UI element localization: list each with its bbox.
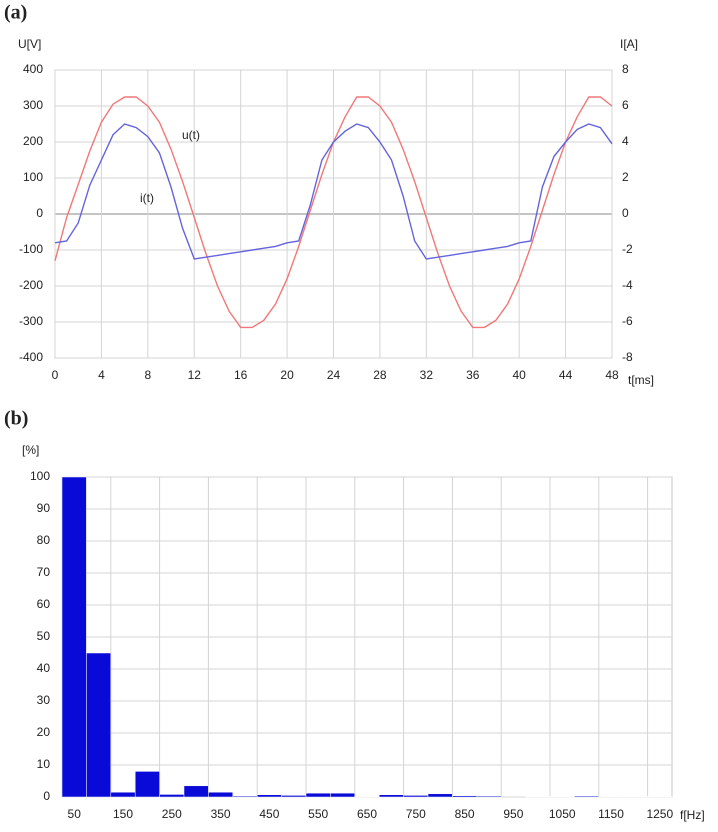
x-tick-label: 350: [211, 807, 231, 821]
bar: [86, 652, 112, 798]
bar: [61, 476, 87, 798]
x-tick-label: 28: [373, 368, 387, 382]
x-tick-label: 48: [605, 368, 619, 382]
y2-tick-label: 2: [622, 170, 629, 184]
bar: [134, 771, 160, 798]
bar: [183, 785, 209, 798]
bar: [232, 795, 258, 798]
y-tick-label: -300: [19, 314, 43, 328]
x-tick-label: 1250: [646, 807, 673, 821]
x-tick-label: 44: [559, 368, 573, 382]
bar: [403, 795, 429, 798]
panel-label: (b): [4, 408, 28, 430]
bar: [256, 794, 282, 798]
y2-tick-label: 0: [622, 206, 629, 220]
bar: [208, 791, 234, 798]
y-tick-label: 100: [30, 469, 50, 483]
bar: [305, 792, 331, 798]
y-tick-label: 40: [37, 661, 51, 675]
x-tick-label: 20: [280, 368, 294, 382]
y-tick-label: 50: [37, 629, 51, 643]
x-tick-label: 24: [327, 368, 341, 382]
x-tick-label: 650: [357, 807, 377, 821]
x-tick-label: 950: [503, 807, 523, 821]
series-label: i(t): [140, 191, 154, 205]
x-tick-label: 850: [455, 807, 475, 821]
bar: [330, 792, 356, 798]
bar: [110, 791, 136, 798]
x-tick-label: 8: [144, 368, 151, 382]
x-tick-label: 36: [466, 368, 480, 382]
y-tick-label: 200: [23, 134, 43, 148]
bar: [378, 794, 404, 798]
y2-axis-label: I[A]: [620, 37, 638, 51]
x-tick-label: 150: [113, 807, 133, 821]
y-tick-label: 0: [43, 789, 50, 803]
y-tick-label: 30: [37, 693, 51, 707]
x-tick-label: 450: [259, 807, 279, 821]
y-tick-label: -400: [19, 350, 43, 364]
y-tick-label: 90: [37, 501, 51, 515]
x-tick-label: 250: [162, 807, 182, 821]
x-tick-label: 16: [234, 368, 248, 382]
y-tick-label: 10: [37, 757, 51, 771]
x-tick-label: 0: [52, 368, 59, 382]
y-tick-label: 0: [36, 206, 43, 220]
x-tick-label: 12: [188, 368, 202, 382]
y-axis-label: [%]: [22, 443, 39, 457]
bar: [281, 795, 307, 798]
y2-tick-label: 4: [622, 134, 629, 148]
y2-tick-label: -6: [622, 314, 633, 328]
y2-tick-label: -8: [622, 350, 633, 364]
y2-tick-label: 8: [622, 62, 629, 76]
y-tick-label: 100: [23, 170, 43, 184]
x-tick-label: 550: [308, 807, 328, 821]
x-tick-label: 1050: [549, 807, 576, 821]
x-tick-label: 40: [512, 368, 526, 382]
y-tick-label: 20: [37, 725, 51, 739]
bar: [452, 795, 478, 798]
bar: [476, 795, 502, 798]
y-tick-label: 300: [23, 98, 43, 112]
y-tick-label: 400: [23, 62, 43, 76]
y2-tick-label: -2: [622, 242, 633, 256]
bar: [427, 793, 453, 798]
x-tick-label: 32: [420, 368, 434, 382]
x-axis-label: t[ms]: [628, 373, 654, 387]
x-tick-label: 750: [406, 807, 426, 821]
bar: [159, 794, 185, 798]
x-tick-label: 1150: [598, 807, 624, 821]
y2-tick-label: 6: [622, 98, 629, 112]
x-tick-label: 50: [68, 807, 82, 821]
y-tick-label: 80: [37, 533, 51, 547]
y-axis-label: U[V]: [18, 37, 41, 51]
bar: [574, 795, 600, 798]
x-tick-label: 4: [98, 368, 105, 382]
series-line: [54, 123, 613, 260]
y2-tick-label: -4: [622, 278, 633, 292]
y-tick-label: -100: [19, 242, 43, 256]
panel-label: (a): [4, 2, 27, 24]
y-tick-label: 70: [37, 565, 51, 579]
y-tick-label: -200: [19, 278, 43, 292]
y-tick-label: 60: [37, 597, 51, 611]
series-label: u(t): [182, 128, 200, 142]
x-axis-label: f[Hz]: [680, 808, 705, 822]
